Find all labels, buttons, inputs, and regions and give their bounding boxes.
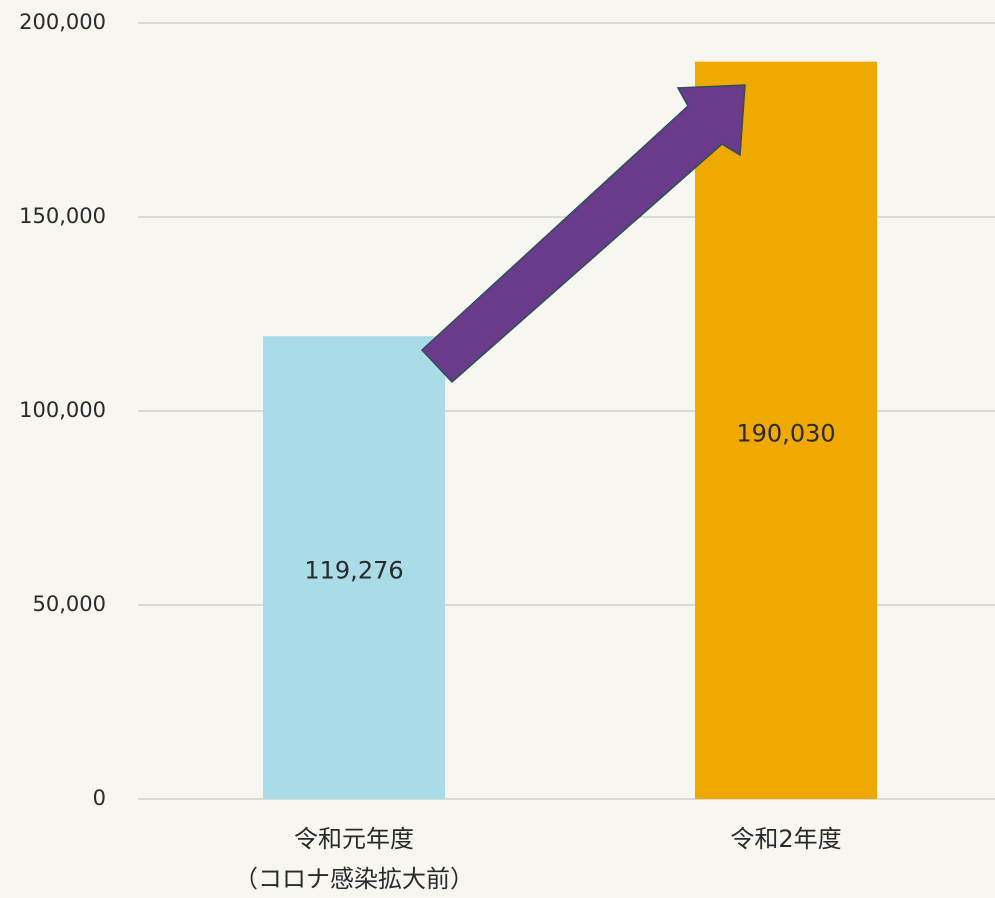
- x-tick-label: （コロナ感染拡大前）: [234, 865, 474, 893]
- value-label: 190,030: [736, 419, 835, 447]
- bar: [263, 336, 445, 799]
- y-tick-label: 100,000: [19, 398, 106, 422]
- bar: [695, 61, 877, 800]
- x-tick-label: 令和2年度: [730, 825, 841, 853]
- y-tick-label: 0: [93, 786, 106, 810]
- y-tick-label: 50,000: [33, 592, 106, 616]
- labels: 0 50,000 100,000 150,000 200,000 119,276 令和元年度…: [19, 10, 841, 893]
- trend-arrow: [420, 84, 746, 384]
- bars: [263, 61, 877, 800]
- x-tick-label: 令和元年度: [294, 825, 414, 853]
- value-label: 119,276: [304, 557, 403, 585]
- y-tick-label: 150,000: [19, 204, 106, 228]
- y-tick-label: 200,000: [19, 10, 106, 34]
